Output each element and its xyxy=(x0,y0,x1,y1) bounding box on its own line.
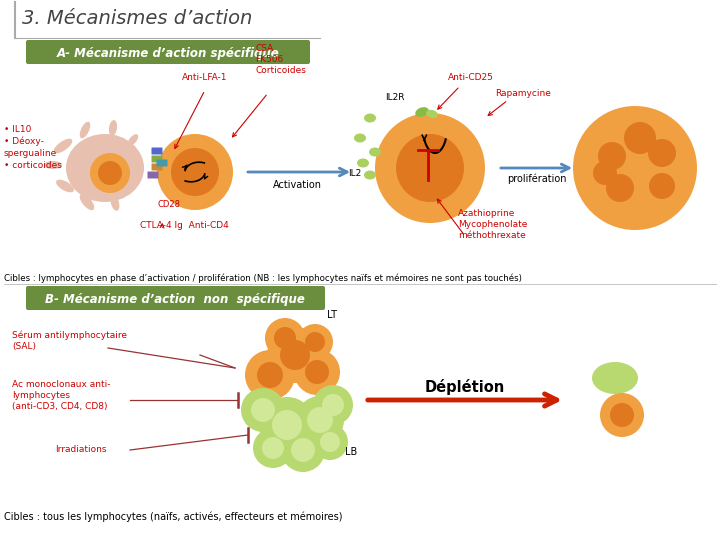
Circle shape xyxy=(585,153,625,193)
Circle shape xyxy=(296,396,344,444)
Ellipse shape xyxy=(66,134,144,202)
Ellipse shape xyxy=(415,107,428,117)
Circle shape xyxy=(573,106,697,230)
Circle shape xyxy=(157,134,233,210)
Circle shape xyxy=(171,148,219,196)
FancyBboxPatch shape xyxy=(26,286,325,310)
Circle shape xyxy=(648,139,676,167)
Circle shape xyxy=(598,142,626,170)
Text: LT: LT xyxy=(327,310,337,320)
Circle shape xyxy=(313,385,353,425)
Circle shape xyxy=(294,349,340,395)
Circle shape xyxy=(396,134,464,202)
Text: Rapamycine: Rapamycine xyxy=(495,89,551,98)
Text: IL2R: IL2R xyxy=(385,93,405,102)
Text: CD28: CD28 xyxy=(157,200,180,209)
Circle shape xyxy=(245,350,295,400)
Ellipse shape xyxy=(357,159,369,167)
Ellipse shape xyxy=(364,113,376,123)
Text: B- Mécanisme d’action  non  spécifique: B- Mécanisme d’action non spécifique xyxy=(45,294,305,307)
FancyBboxPatch shape xyxy=(151,164,163,171)
Text: Déplétion: Déplétion xyxy=(425,379,505,395)
Circle shape xyxy=(262,437,284,459)
Ellipse shape xyxy=(111,195,120,211)
Circle shape xyxy=(291,438,315,462)
Ellipse shape xyxy=(80,194,94,210)
Circle shape xyxy=(307,407,333,433)
Circle shape xyxy=(606,174,634,202)
Circle shape xyxy=(272,410,302,440)
Text: A- Mécanisme d’action spécifique: A- Mécanisme d’action spécifique xyxy=(57,48,279,60)
Circle shape xyxy=(241,388,285,432)
Circle shape xyxy=(312,424,348,460)
Text: Sérum antilymphocytaire
(SAL): Sérum antilymphocytaire (SAL) xyxy=(12,330,127,350)
Text: Cibles : tous les lymphocytes (naïfs, activés, effecteurs et mémoires): Cibles : tous les lymphocytes (naïfs, ac… xyxy=(4,511,343,522)
Circle shape xyxy=(640,164,684,208)
Ellipse shape xyxy=(592,362,638,394)
Ellipse shape xyxy=(53,139,73,153)
Circle shape xyxy=(305,360,329,384)
Circle shape xyxy=(253,428,293,468)
Text: CSA
FK506
Corticoides: CSA FK506 Corticoides xyxy=(255,44,306,75)
FancyBboxPatch shape xyxy=(148,172,158,179)
Ellipse shape xyxy=(127,134,138,146)
Ellipse shape xyxy=(426,110,438,118)
Text: Azathioprine
Mycophenolate
méthothrexate: Azathioprine Mycophenolate méthothrexate xyxy=(458,209,527,240)
Text: Irradiations: Irradiations xyxy=(55,445,107,454)
FancyBboxPatch shape xyxy=(26,40,310,64)
Ellipse shape xyxy=(354,133,366,143)
Text: 3. Mécanismes d’action: 3. Mécanismes d’action xyxy=(22,9,253,28)
Ellipse shape xyxy=(109,120,117,136)
Circle shape xyxy=(90,153,130,193)
Circle shape xyxy=(600,393,644,437)
Circle shape xyxy=(610,403,634,427)
Text: Ac monoclonaux anti-
lymphocytes
(anti-CD3, CD4, CD8): Ac monoclonaux anti- lymphocytes (anti-C… xyxy=(12,380,110,411)
Text: Anti-CD25: Anti-CD25 xyxy=(448,73,494,82)
Circle shape xyxy=(305,332,325,352)
Circle shape xyxy=(267,327,323,383)
Circle shape xyxy=(251,398,275,422)
Text: CTLA-4 lg  Anti-CD4: CTLA-4 lg Anti-CD4 xyxy=(140,221,229,230)
Circle shape xyxy=(596,164,644,212)
Circle shape xyxy=(259,397,315,453)
Ellipse shape xyxy=(80,122,90,138)
Circle shape xyxy=(322,394,344,416)
Circle shape xyxy=(265,318,305,358)
Ellipse shape xyxy=(369,147,381,157)
Circle shape xyxy=(375,113,485,223)
Text: Anti-LFA-1: Anti-LFA-1 xyxy=(182,73,228,82)
Text: IL2: IL2 xyxy=(348,169,361,178)
Circle shape xyxy=(593,161,617,185)
Circle shape xyxy=(98,161,122,185)
Ellipse shape xyxy=(56,180,74,192)
Circle shape xyxy=(649,173,675,199)
Text: Activation: Activation xyxy=(272,180,322,190)
Circle shape xyxy=(624,122,656,154)
Circle shape xyxy=(320,432,340,452)
Text: • IL10
• Déoxy-
spergualine
• corticoides: • IL10 • Déoxy- spergualine • corticoide… xyxy=(4,125,62,170)
Circle shape xyxy=(281,428,325,472)
FancyBboxPatch shape xyxy=(151,156,163,163)
Circle shape xyxy=(297,324,333,360)
Circle shape xyxy=(257,362,283,388)
Circle shape xyxy=(638,129,686,177)
Ellipse shape xyxy=(364,171,376,179)
Circle shape xyxy=(274,327,296,349)
Text: Cibles : lymphocytes en phase d’activation / prolifération (NB : les lymphocytes: Cibles : lymphocytes en phase d’activati… xyxy=(4,273,522,283)
FancyBboxPatch shape xyxy=(156,159,168,166)
FancyBboxPatch shape xyxy=(151,147,163,154)
Text: prolifération: prolifération xyxy=(508,173,567,184)
Text: LB: LB xyxy=(345,447,357,457)
Circle shape xyxy=(280,340,310,370)
Circle shape xyxy=(612,110,668,166)
Ellipse shape xyxy=(44,161,62,169)
Circle shape xyxy=(588,132,636,180)
